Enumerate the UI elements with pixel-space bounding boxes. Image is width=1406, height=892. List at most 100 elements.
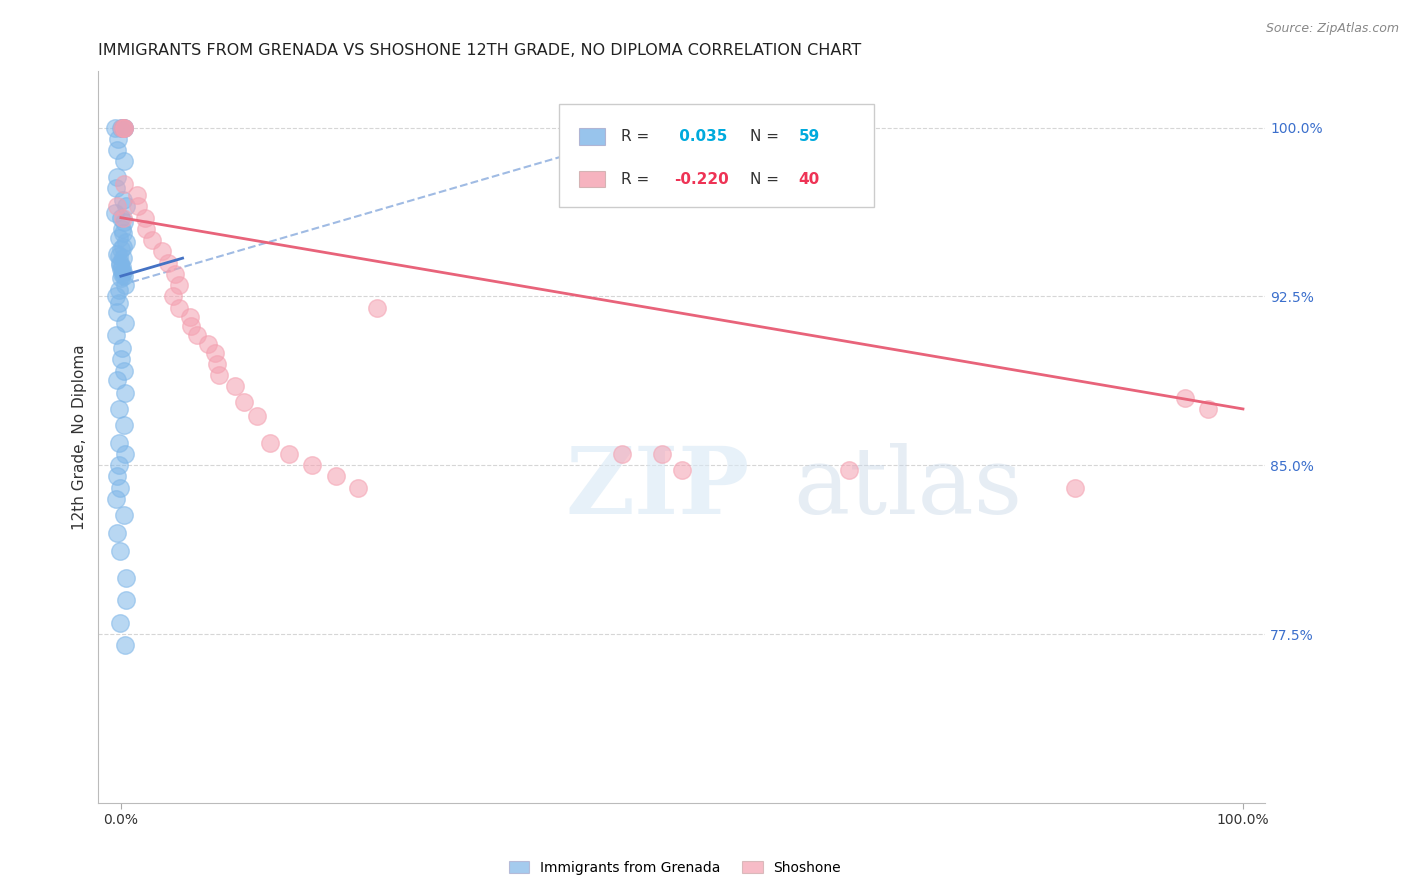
Point — [125, 188, 148, 202]
Point — [115, 593, 138, 607]
Point — [108, 458, 131, 473]
Point — [105, 181, 128, 195]
Legend: Immigrants from Grenada, Shoshone: Immigrants from Grenada, Shoshone — [503, 855, 846, 880]
Point — [162, 289, 184, 303]
Text: 59: 59 — [799, 129, 820, 144]
Point — [325, 469, 347, 483]
Text: R =: R = — [621, 129, 654, 144]
Point — [110, 615, 132, 630]
Point — [110, 262, 132, 277]
Text: ZIP: ZIP — [565, 443, 749, 533]
Point — [135, 222, 157, 236]
Point — [105, 491, 128, 506]
Point — [169, 278, 191, 293]
Point — [112, 177, 135, 191]
Point — [110, 352, 132, 367]
Point — [111, 120, 134, 135]
Point — [111, 341, 134, 355]
Point — [233, 395, 256, 409]
Point — [179, 310, 201, 324]
FancyBboxPatch shape — [560, 104, 875, 207]
Text: IMMIGRANTS FROM GRENADA VS SHOSHONE 12TH GRADE, NO DIPLOMA CORRELATION CHART: IMMIGRANTS FROM GRENADA VS SHOSHONE 12TH… — [98, 43, 862, 58]
Point — [108, 283, 131, 297]
Point — [651, 447, 673, 461]
Point — [104, 327, 127, 342]
Point — [105, 246, 128, 260]
Text: R =: R = — [621, 172, 654, 186]
Point — [107, 373, 129, 387]
Point — [112, 154, 135, 169]
Point — [105, 170, 128, 185]
Text: 0.035: 0.035 — [673, 129, 727, 144]
Point — [114, 317, 136, 331]
Point — [105, 305, 128, 319]
Text: atlas: atlas — [793, 443, 1022, 533]
Point — [197, 336, 219, 351]
Point — [112, 227, 135, 241]
Point — [186, 327, 208, 342]
Point — [115, 571, 138, 585]
Point — [105, 199, 128, 213]
Point — [110, 242, 132, 256]
Point — [111, 267, 134, 281]
Point — [105, 525, 128, 540]
Point — [112, 215, 135, 229]
Point — [111, 265, 134, 279]
Point — [111, 193, 134, 207]
Y-axis label: 12th Grade, No Diploma: 12th Grade, No Diploma — [72, 344, 87, 530]
Point — [301, 458, 323, 473]
Point — [107, 435, 129, 450]
Point — [110, 120, 132, 135]
Point — [277, 447, 299, 461]
Point — [246, 409, 269, 423]
Point — [112, 269, 135, 284]
Point — [108, 258, 131, 272]
Point — [105, 289, 128, 303]
Point — [141, 233, 163, 247]
Point — [108, 401, 131, 416]
Point — [111, 211, 134, 225]
Point — [671, 463, 693, 477]
Point — [204, 345, 226, 359]
Point — [112, 120, 135, 135]
Point — [111, 222, 134, 236]
Point — [115, 199, 138, 213]
Point — [105, 469, 128, 483]
Point — [110, 271, 132, 285]
Point — [259, 435, 281, 450]
Point — [112, 240, 135, 254]
Point — [366, 301, 388, 315]
Point — [104, 120, 127, 135]
Point — [111, 251, 134, 265]
Point — [104, 206, 127, 220]
Point — [112, 120, 135, 135]
Point — [108, 543, 131, 558]
Point — [107, 143, 129, 157]
Point — [110, 211, 132, 225]
Point — [107, 231, 129, 245]
Point — [127, 199, 149, 213]
Point — [205, 357, 228, 371]
Point — [112, 120, 135, 135]
Point — [107, 132, 129, 146]
Point — [1063, 481, 1085, 495]
Point — [224, 379, 246, 393]
Point — [114, 386, 136, 401]
Point — [208, 368, 231, 383]
Point — [1174, 391, 1197, 405]
Point — [114, 638, 136, 652]
Point — [163, 267, 186, 281]
Point — [108, 255, 131, 269]
Point — [150, 244, 173, 259]
Point — [108, 481, 131, 495]
Point — [167, 301, 190, 315]
Text: N =: N = — [749, 129, 783, 144]
Point — [114, 235, 136, 250]
Point — [114, 508, 136, 522]
Point — [112, 417, 135, 432]
Point — [114, 364, 136, 378]
Text: -0.220: -0.220 — [673, 172, 728, 186]
Point — [107, 296, 129, 310]
Point — [610, 447, 633, 461]
Point — [111, 260, 134, 275]
